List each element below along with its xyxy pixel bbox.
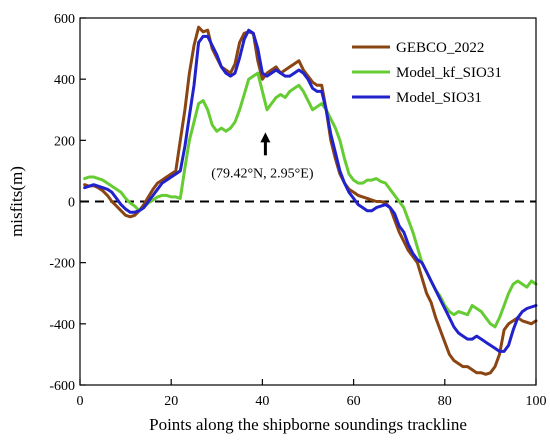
series-line-model-kf-sio31 [83, 71, 538, 329]
legend-label-model-kf-sio31: Model_kf_SIO31 [396, 65, 502, 81]
series-layer [83, 25, 538, 376]
x-tick-label-40: 40 [255, 394, 269, 409]
x-axis-title: Points along the shipborne soundings tra… [149, 415, 467, 434]
y-tick-label--600: -600 [49, 379, 75, 394]
y-axis-title: misfits(m) [7, 166, 26, 237]
tick-layer: 0 20 40 60 80 100 -600 -400 -200 0 200 400 600 [49, 12, 546, 409]
x-tick-label-80: 80 [438, 394, 452, 409]
y-tick-label--200: -200 [49, 257, 75, 272]
y-tick-label-200: 200 [54, 134, 75, 149]
legend-label-model-sio31: Model_SIO31 [396, 90, 482, 106]
y-tick-label-0: 0 [68, 196, 75, 211]
x-tick-label-100: 100 [526, 394, 547, 409]
legend: GEBCO_2022 Model_kf_SIO31 Model_SIO31 [352, 40, 502, 106]
up-arrow-icon [260, 132, 271, 143]
x-tick-label-20: 20 [164, 394, 178, 409]
y-tick-label-400: 400 [54, 73, 75, 88]
series-line-gebco-2022 [83, 25, 538, 376]
series-line-model-sio31 [83, 28, 538, 353]
x-tick-label-60: 60 [347, 394, 361, 409]
y-tick-label--400: -400 [49, 318, 75, 333]
y-tick-label-600: 600 [54, 12, 75, 27]
location-annotation: (79.42°N, 2.95°E) [211, 132, 314, 181]
x-tick-label-0: 0 [77, 394, 84, 409]
legend-label-gebco: GEBCO_2022 [396, 40, 484, 56]
annotation-coordinates: (79.42°N, 2.95°E) [211, 166, 314, 181]
